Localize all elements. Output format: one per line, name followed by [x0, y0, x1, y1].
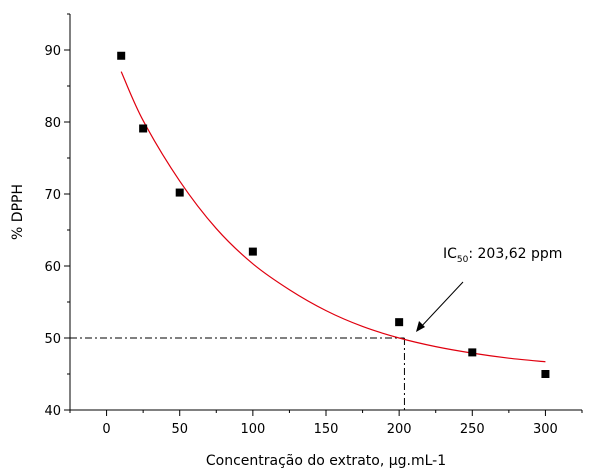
x-tick-label: 0 — [102, 422, 110, 437]
y-ticks: 40 50 60 70 80 90 — [44, 13, 70, 419]
y-tick-label: 90 — [44, 44, 61, 59]
data-point — [395, 318, 404, 327]
y-tick-label: 50 — [44, 332, 61, 347]
data-point — [117, 51, 126, 60]
x-tick-label: 50 — [171, 422, 188, 437]
data-point — [175, 188, 184, 197]
annotation-subscript: 50 — [457, 255, 469, 265]
x-tick-label: 300 — [533, 422, 558, 437]
x-tick-label: 150 — [314, 422, 339, 437]
fit-curve-group — [120, 71, 546, 363]
y-axis-title: % DPPH — [10, 184, 26, 240]
y-tick-label: 60 — [44, 260, 61, 275]
y-tick-label: 80 — [44, 116, 61, 131]
x-tick-label: 200 — [387, 422, 412, 437]
reference-lines — [70, 337, 405, 410]
annotation-label: IC50: 203,62 ppm — [443, 246, 562, 265]
data-point — [468, 348, 477, 357]
x-ticks: 0 50 100 150 200 250 300 — [69, 410, 583, 437]
annotation-ic: IC — [443, 246, 457, 262]
x-tick-label: 100 — [240, 422, 265, 437]
fit-curve — [120, 71, 546, 363]
annotation-value: : 203,62 ppm — [468, 246, 562, 262]
data-point — [248, 247, 257, 256]
x-axis-title: Concentração do extrato, µg.mL-1 — [206, 453, 446, 469]
data-point — [139, 124, 148, 133]
ic50-annotation: IC50: 203,62 ppm — [416, 246, 562, 332]
data-point — [541, 370, 550, 378]
annotation-arrow — [418, 281, 464, 330]
arrow-head-icon — [416, 321, 425, 332]
y-tick-label: 70 — [44, 188, 61, 203]
x-tick-label: 250 — [460, 422, 485, 437]
y-tick-label: 40 — [44, 404, 61, 419]
data-points — [117, 51, 550, 378]
